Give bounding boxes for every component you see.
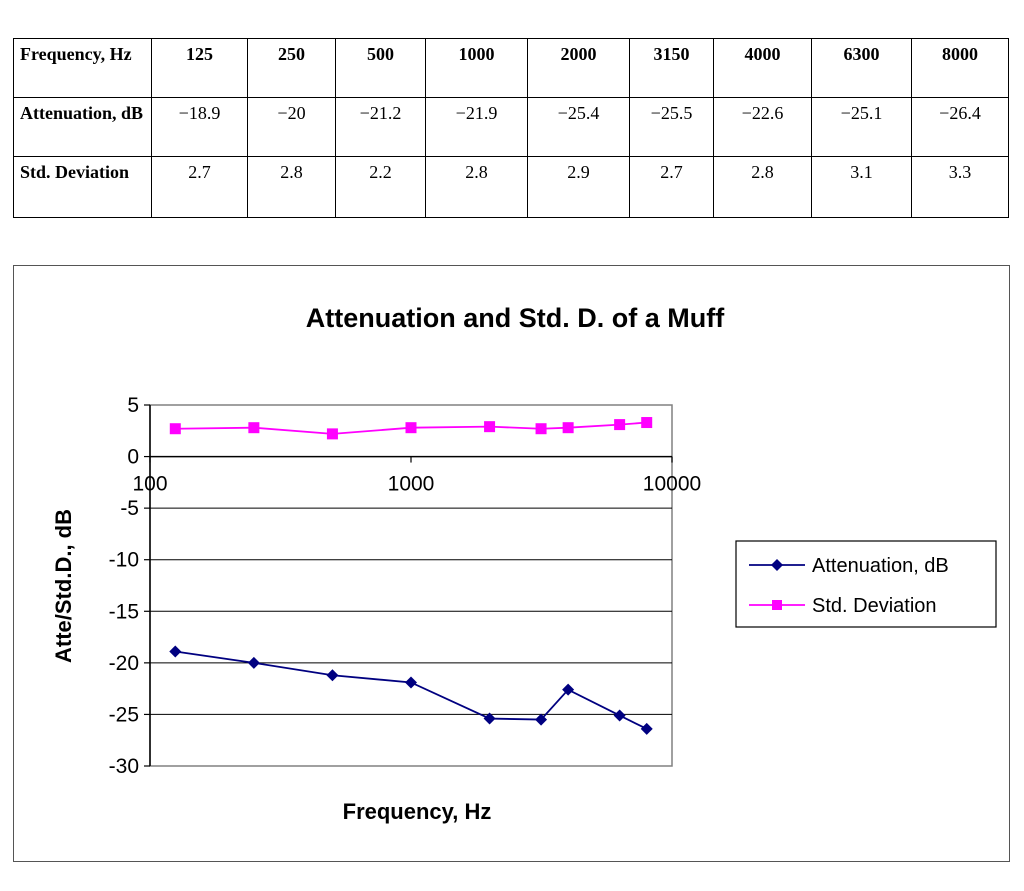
data-point — [169, 423, 181, 435]
table-cell: −25.1 — [811, 97, 912, 157]
header-cell: 8000 — [911, 38, 1009, 98]
table-row: Attenuation, dB −18.9 −20 −21.2 −21.9 −2… — [13, 97, 1009, 157]
data-point — [484, 421, 496, 433]
header-cell: 250 — [247, 38, 336, 98]
table-cell: 3.1 — [811, 156, 912, 218]
x-tick-label: 1000 — [388, 473, 435, 496]
table-cell: −21.2 — [335, 97, 426, 157]
table-cell: −20 — [247, 97, 336, 157]
data-point — [247, 656, 260, 669]
x-tick-label: 10000 — [643, 473, 701, 496]
header-cell: 4000 — [713, 38, 812, 98]
header-cell: 2000 — [527, 38, 630, 98]
data-point — [248, 422, 260, 434]
row-label: Attenuation, dB — [13, 97, 152, 157]
row-label: Std. Deviation — [13, 156, 152, 218]
y-tick-label: -20 — [109, 652, 139, 675]
chart-frame: Attenuation and Std. D. of a Muff 5 0 -5 -1… — [13, 265, 1010, 862]
table-cell: 2.7 — [151, 156, 248, 218]
table-cell: 2.7 — [629, 156, 714, 218]
data-table: Frequency, Hz 125 250 500 1000 2000 3150… — [13, 38, 1009, 218]
x-tick-label: 100 — [132, 473, 167, 496]
y-tick-label: 0 — [127, 446, 139, 469]
data-point — [535, 713, 548, 726]
data-point — [169, 645, 182, 658]
header-cell: 1000 — [425, 38, 528, 98]
x-axis-title: Frequency, Hz — [343, 799, 492, 824]
table-cell: −26.4 — [911, 97, 1009, 157]
data-point — [326, 669, 339, 682]
y-tick-label: -30 — [109, 755, 139, 778]
table-cell: 2.8 — [247, 156, 336, 218]
data-point — [326, 428, 338, 440]
table-cell: 2.8 — [425, 156, 528, 218]
header-cell: 6300 — [811, 38, 912, 98]
table-cell: −21.9 — [425, 97, 528, 157]
data-point — [535, 423, 547, 435]
series-lines — [169, 417, 653, 735]
legend: Attenuation, dB Std. Deviation — [735, 540, 997, 628]
data-point — [562, 422, 574, 434]
table-cell: −25.4 — [527, 97, 630, 157]
table-cell: −22.6 — [713, 97, 812, 157]
legend-label-std-deviation: Std. Deviation — [812, 595, 937, 617]
y-axis-title: Atte/Std.D., dB — [51, 509, 76, 663]
plot-area — [149, 404, 673, 767]
chart: Attenuation and Std. D. of a Muff 5 0 -5 -1… — [51, 303, 997, 824]
legend-marker-attenuation — [771, 559, 783, 571]
header-cell: 125 — [151, 38, 248, 98]
table-row: Std. Deviation 2.7 2.8 2.2 2.8 2.9 2.7 2… — [13, 156, 1009, 218]
data-point — [614, 419, 626, 431]
y-tick-label: -10 — [109, 549, 139, 572]
y-tick-label: -25 — [109, 703, 139, 726]
data-point — [613, 709, 626, 722]
data-point — [405, 422, 417, 434]
table-cell: 2.2 — [335, 156, 426, 218]
y-axis-ticks: 5 0 -5 -10 -15 -20 -25 -30 — [109, 394, 150, 778]
y-tick-label: 5 — [127, 394, 139, 417]
header-cell: 500 — [335, 38, 426, 98]
x-axis-ticks: 100 1000 10000 — [132, 456, 701, 496]
gridlines — [150, 507, 672, 715]
legend-label-attenuation: Attenuation, dB — [812, 555, 949, 577]
header-cell: 3150 — [629, 38, 714, 98]
chart-title: Attenuation and Std. D. of a Muff — [306, 303, 725, 333]
legend-marker-std-deviation — [772, 600, 782, 610]
data-point — [640, 722, 653, 735]
data-point — [483, 712, 496, 725]
data-point — [405, 676, 417, 689]
table-cell: 3.3 — [911, 156, 1009, 218]
y-tick-label: -5 — [120, 497, 139, 520]
data-point — [641, 417, 653, 429]
header-cell: Frequency, Hz — [13, 38, 152, 98]
table-cell: −18.9 — [151, 97, 248, 157]
data-point — [562, 683, 575, 696]
table-header-row: Frequency, Hz 125 250 500 1000 2000 3150… — [13, 38, 1009, 98]
table-cell: −25.5 — [629, 97, 714, 157]
legend-box — [735, 540, 997, 628]
y-tick-label: -15 — [109, 600, 139, 623]
table-cell: 2.8 — [713, 156, 812, 218]
table-cell: 2.9 — [527, 156, 630, 218]
